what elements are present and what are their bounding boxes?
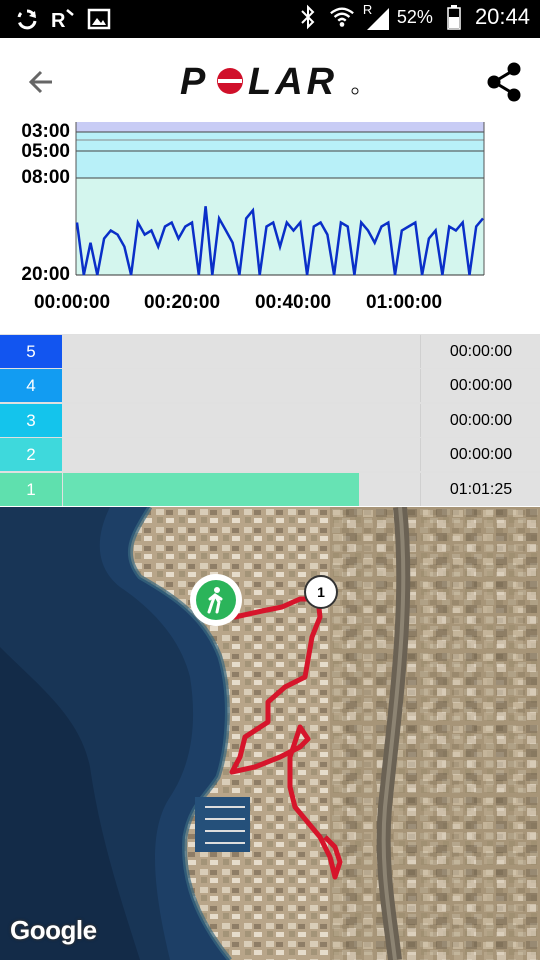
y-tick-label: 05:00	[21, 141, 70, 162]
zone-time: 00:00:00	[420, 369, 540, 402]
signal-icon: R	[362, 2, 389, 30]
lap-marker[interactable]: 1	[304, 575, 338, 609]
arrow-back-icon	[28, 70, 52, 94]
battery-percent: 52%	[396, 6, 433, 27]
back-button[interactable]	[24, 64, 60, 100]
runner-app-icon: R	[50, 6, 76, 32]
zone-number: 5	[0, 335, 62, 368]
y-tick-label: 20:00	[21, 264, 70, 285]
wifi-icon	[329, 4, 355, 30]
share-button[interactable]	[482, 60, 526, 104]
chart-band-top	[76, 122, 484, 132]
x-tick-label: 00:40:00	[255, 292, 332, 313]
polar-logo: P LAR	[180, 61, 362, 103]
clock: 20:44	[474, 4, 530, 29]
walking-person-icon	[196, 580, 236, 620]
zone-number: 2	[0, 438, 62, 471]
route-map[interactable]: 1 Google	[0, 507, 540, 960]
roaming-label: R	[362, 2, 373, 17]
pace-chart-plot	[75, 122, 485, 276]
zone-row-3: 3 00:00:00	[0, 404, 540, 437]
gallery-icon	[86, 6, 112, 32]
zone-time: 00:00:00	[420, 438, 540, 471]
y-tick-label: 08:00	[21, 167, 70, 188]
svg-text:P: P	[180, 62, 207, 102]
y-tick-label: 03:00	[21, 121, 70, 142]
pace-series-line	[75, 206, 484, 276]
x-tick-label: 00:00:00	[34, 292, 111, 313]
zone-row-1: 1 01:01:25	[0, 473, 540, 506]
battery-icon	[441, 4, 467, 30]
heart-rate-zones: 5 00:00:00 4 00:00:00 3 00:00:00 2 00:00…	[0, 334, 540, 506]
zone-bar	[63, 473, 359, 506]
sync-icon	[14, 6, 40, 32]
share-icon	[487, 62, 521, 102]
google-attribution: Google	[10, 915, 97, 945]
zone-time: 00:00:00	[420, 404, 540, 437]
svg-text:LAR: LAR	[248, 62, 338, 102]
x-tick-label: 01:00:00	[366, 292, 443, 313]
zone-row-2: 2 00:00:00	[0, 438, 540, 471]
bluetooth-icon	[295, 4, 321, 30]
zone-time: 01:01:25	[420, 473, 540, 506]
zone-number: 3	[0, 404, 62, 437]
chart-band-mid	[76, 132, 484, 178]
zone-row-5: 5 00:00:00	[0, 335, 540, 368]
satellite-map-image	[0, 507, 540, 960]
zone-time: 00:00:00	[420, 335, 540, 368]
pace-chart: 03:00 05:00 08:00 20:00 00:00:00 00:20:0…	[0, 121, 540, 334]
zone-number: 1	[0, 473, 62, 506]
x-tick-label: 00:20:00	[144, 292, 221, 313]
status-bar: R R 52% 20:44	[0, 0, 540, 38]
zone-number: 4	[0, 369, 62, 402]
zone-row-4: 4 00:00:00	[0, 369, 540, 402]
start-marker[interactable]	[190, 574, 242, 626]
svg-text:R: R	[51, 10, 66, 31]
app-bar: P LAR	[0, 38, 540, 123]
